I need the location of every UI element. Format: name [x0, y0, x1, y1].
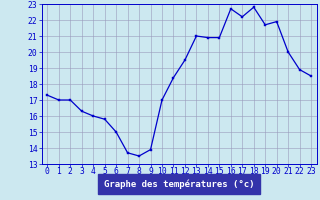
X-axis label: Graphe des températures (°c): Graphe des températures (°c)	[104, 179, 254, 189]
